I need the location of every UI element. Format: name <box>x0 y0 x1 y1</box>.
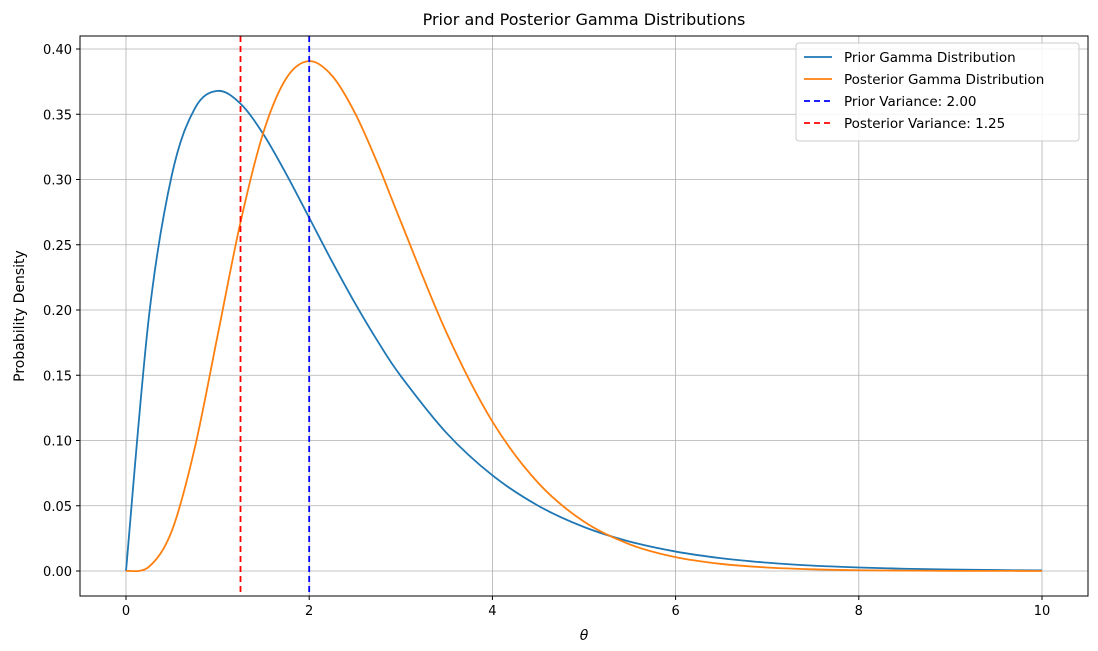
y-tick-label: 0.20 <box>43 304 72 319</box>
x-tick-label: 6 <box>671 604 679 619</box>
ticks: 0 2 4 6 8 10 0.00 0.05 0.10 0.15 0.20 0.25 0.30 0.35 0… <box>43 43 1050 619</box>
series-line-posterior <box>125 60 1043 573</box>
y-tick-label: 0.25 <box>43 239 72 254</box>
x-tick-label: 2 <box>305 604 313 619</box>
x-axis-label: θ <box>580 628 589 644</box>
y-tick-label: 0.10 <box>43 435 72 450</box>
legend-label: Prior Variance: 2.00 <box>844 94 977 110</box>
y-tick-label: 0.35 <box>43 108 72 123</box>
legend: Prior Gamma Distribution Posterior Gamma … <box>795 42 1080 142</box>
y-tick-label: 0.40 <box>43 43 72 58</box>
x-tick-label: 10 <box>1034 604 1051 619</box>
x-tick-label: 0 <box>122 604 130 619</box>
legend-box <box>795 42 1080 142</box>
legend-label: Posterior Gamma Distribution <box>844 72 1044 88</box>
chart-title: Prior and Posterior Gamma Distributions <box>423 10 746 29</box>
series-line-prior <box>125 89 1043 572</box>
y-tick-label: 0.05 <box>43 500 72 515</box>
x-tick-label: 4 <box>488 604 496 619</box>
plot-area <box>125 36 1043 596</box>
y-tick-label: 0.00 <box>43 565 72 580</box>
x-tick-label: 8 <box>855 604 863 619</box>
axes-frame <box>79 35 1089 597</box>
legend-label: Prior Gamma Distribution <box>844 50 1016 66</box>
y-axis-label: Probability Density <box>12 250 28 382</box>
y-tick-label: 0.30 <box>43 174 72 189</box>
legend-label: Posterior Variance: 1.25 <box>844 116 1005 132</box>
y-tick-label: 0.15 <box>43 369 72 384</box>
